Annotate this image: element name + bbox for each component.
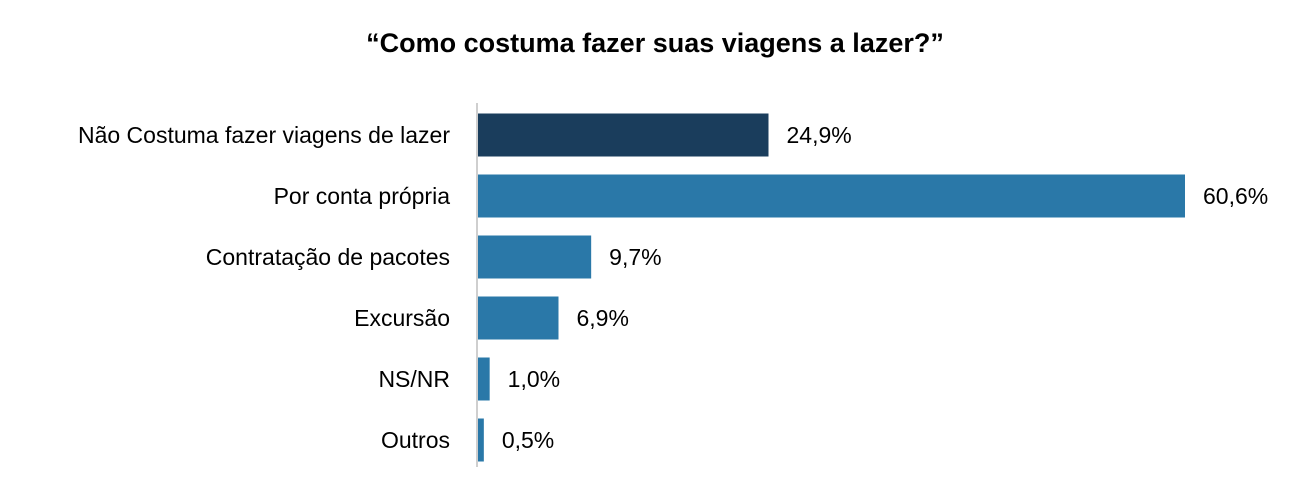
category-label: Outros (381, 427, 450, 453)
data-label: 24,9% (787, 122, 852, 148)
data-label: 9,7% (609, 244, 661, 270)
data-label: 0,5% (502, 427, 554, 453)
data-label: 6,9% (577, 305, 629, 331)
bar (478, 418, 484, 462)
category-label: Não Costuma fazer viagens de lazer (78, 122, 450, 148)
bar (478, 235, 592, 279)
category-label: Por conta própria (274, 183, 451, 209)
bar (478, 113, 769, 157)
data-label: 1,0% (508, 366, 560, 392)
bar (478, 296, 559, 340)
data-label: 60,6% (1203, 183, 1268, 209)
category-label: NS/NR (378, 366, 450, 392)
bar (478, 357, 490, 401)
chart-title: “Como costuma fazer suas viagens a lazer… (366, 28, 944, 58)
category-label: Excursão (354, 305, 450, 331)
bar (478, 174, 1185, 218)
category-label: Contratação de pacotes (206, 244, 450, 270)
